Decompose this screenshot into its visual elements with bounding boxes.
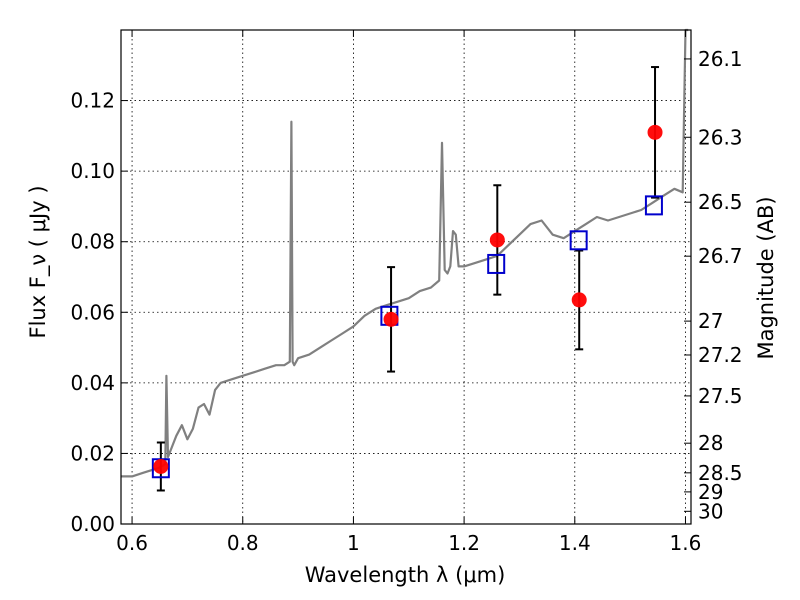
y-axis-label-right: Magnitude (AB) xyxy=(754,196,778,359)
data-point-square xyxy=(644,195,663,216)
x-axis-label: Wavelength λ (μm) xyxy=(305,563,506,587)
y-tick-label: 0.08 xyxy=(70,230,115,254)
x-tick-label: 0.8 xyxy=(227,531,259,555)
x-tick-label: 1.2 xyxy=(448,531,480,555)
data-point-circle xyxy=(153,458,169,474)
right-tick-label: 30 xyxy=(698,499,723,523)
right-tick-label: 26.5 xyxy=(698,190,743,214)
y-axis-label-left: Flux F_ν ( μJy ) xyxy=(26,185,51,338)
right-tick-label: 28.5 xyxy=(698,461,743,485)
data-point-circle xyxy=(647,124,663,140)
data-point-circle xyxy=(571,292,587,308)
right-tick-label: 27.5 xyxy=(698,384,743,408)
x-tick-label: 1.6 xyxy=(670,531,702,555)
y-tick-label: 0.04 xyxy=(70,371,115,395)
data-point-square xyxy=(487,253,506,274)
y-tick-label: 0.00 xyxy=(70,512,115,536)
right-tick-label: 27 xyxy=(698,309,723,333)
data-point-square xyxy=(569,230,588,251)
y-tick-labels: 0.00 0.02 0.04 0.06 0.08 0.10 0.12 xyxy=(70,89,115,536)
y-tick-label: 0.06 xyxy=(70,300,115,324)
tick-layer xyxy=(121,30,691,525)
data-point-circle xyxy=(383,311,399,327)
plot-frame xyxy=(120,29,692,525)
y-tick-label: 0.12 xyxy=(70,89,115,113)
right-tick-label: 27.2 xyxy=(698,343,743,367)
x-tick-label: 0.6 xyxy=(116,531,148,555)
right-tick-label: 28 xyxy=(698,431,723,455)
circle-marker-layer xyxy=(153,124,663,474)
right-tick-label: 26.3 xyxy=(698,125,743,149)
x-tick-label: 1 xyxy=(347,531,360,555)
right-tick-label: 26.7 xyxy=(698,244,743,268)
x-tick-label: 1.4 xyxy=(559,531,591,555)
y-tick-label: 0.10 xyxy=(70,159,115,183)
right-tick-label: 26.1 xyxy=(698,47,743,71)
x-tick-labels: 0.6 0.8 1 1.2 1.4 1.6 xyxy=(116,531,701,555)
right-tick-label: 29 xyxy=(698,480,723,504)
data-point-circle xyxy=(489,232,505,248)
y-tick-label: 0.02 xyxy=(70,441,115,465)
